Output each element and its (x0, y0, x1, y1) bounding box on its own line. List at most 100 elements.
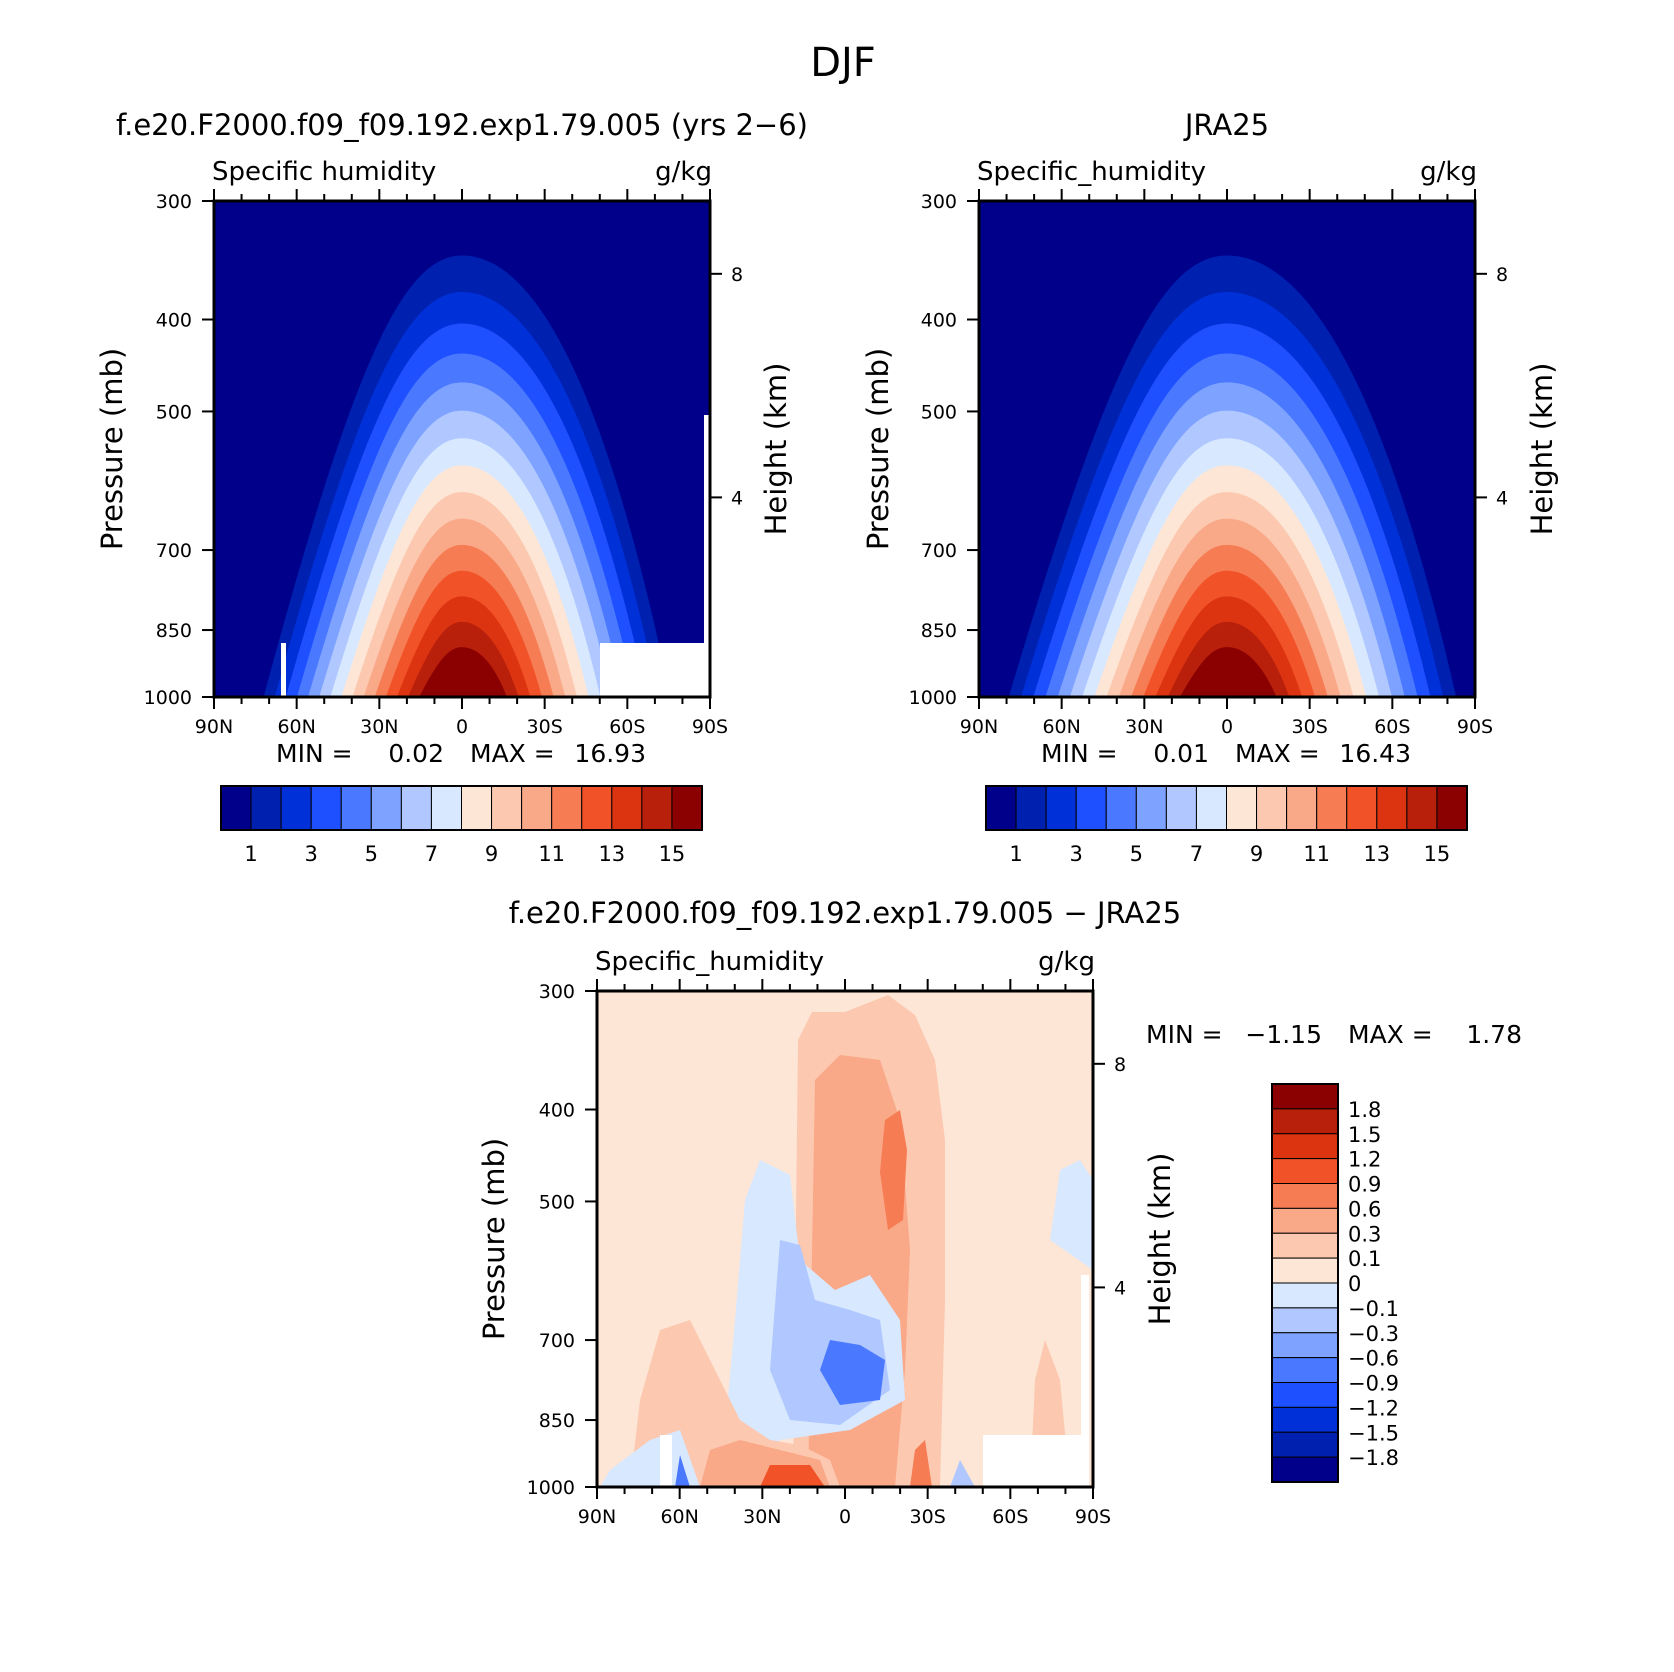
obs-axes: 90N 60N 30N 0 30S 60S 90S 300 400 500 700 850 1000 8 4 (909, 189, 1508, 738)
diff-missing-data (660, 1275, 1089, 1487)
colorbar-box (1165, 785, 1197, 831)
colorbar-box (1075, 785, 1107, 831)
x-tick-label: 30N (1125, 716, 1163, 738)
colorbar-box (1271, 1406, 1339, 1433)
y-tick-label: 1000 (527, 1477, 575, 1499)
colorbar-box (1271, 1083, 1339, 1110)
colorbar-box (1135, 785, 1167, 831)
obs-contour-field (979, 201, 1475, 697)
colorbar-label: 3 (1070, 842, 1083, 866)
colorbar-box (1406, 785, 1438, 831)
x-tick-label: 0 (1221, 716, 1233, 738)
colorbar-box (1271, 1357, 1339, 1383)
colorbar-box (370, 785, 402, 831)
colorbar-box (1271, 1207, 1339, 1234)
model-panel: f.e20.F2000.f09_f09.192.exp1.79.005 (yrs… (95, 108, 808, 866)
colorbar-label: −0.6 (1348, 1347, 1399, 1371)
y-tick-label: 700 (921, 540, 957, 562)
obs-panel: JRA25 Specific_humidity g/kg 90N 60N 30N 0 3… (861, 108, 1559, 866)
missing-data-region (281, 643, 286, 697)
model-y-axis-label: Pressure (mb) (95, 348, 129, 550)
negative-band (600, 1430, 700, 1487)
obs-right-axis-label: Height (km) (1525, 363, 1559, 536)
colorbar-label: −0.9 (1348, 1372, 1399, 1396)
colorbar-box (1271, 1232, 1339, 1259)
colorbar-box (1271, 1282, 1339, 1309)
x-tick-label: 60S (609, 716, 645, 738)
colorbar-label: 13 (598, 842, 625, 866)
right-tick-label: 8 (1496, 264, 1508, 286)
colorbar-box (461, 785, 493, 831)
y-tick-label: 1000 (144, 687, 192, 709)
colorbar-box (1271, 1332, 1339, 1359)
colorbar-label: 0 (1348, 1272, 1361, 1296)
diff-contour-field (597, 991, 1093, 1487)
x-tick-label: 60N (660, 1506, 698, 1528)
colorbar-box (340, 785, 372, 831)
model-variable-label: Specific humidity (212, 157, 436, 187)
colorbar-box (1286, 785, 1318, 831)
x-tick-label: 60S (1374, 716, 1410, 738)
y-tick-label: 300 (921, 191, 957, 213)
y-tick-label: 1000 (909, 687, 957, 709)
contour-band (1179, 647, 1277, 697)
colorbar-box (1271, 1456, 1339, 1483)
y-tick-label: 700 (156, 540, 192, 562)
colorbar-box (280, 785, 312, 831)
colorbar-label: 0.1 (1348, 1247, 1381, 1271)
obs-max-value: 16.43 (1339, 739, 1411, 768)
colorbar-label: 9 (485, 842, 498, 866)
right-tick-label: 4 (1496, 487, 1508, 509)
colorbar-box (1226, 785, 1258, 831)
colorbar-box (491, 785, 523, 831)
colorbar-box (1045, 785, 1077, 831)
right-tick-label: 8 (1114, 1054, 1126, 1076)
colorbar-frame (985, 785, 1468, 831)
y-tick-label: 400 (539, 1100, 575, 1122)
x-tick-label: 30N (360, 716, 398, 738)
x-tick-label: 30S (910, 1506, 946, 1528)
y-tick-label: 500 (921, 401, 957, 423)
diff-axes: 90N 60N 30N 0 30S 60S 90S 300 400 500 700 850 1000 8 4 (527, 979, 1126, 1528)
obs-variable-label: Specific_humidity (977, 157, 1206, 187)
diff-variable-label: Specific_humidity (595, 947, 824, 977)
colorbar-box (551, 785, 583, 831)
obs-max-label: MAX = (1235, 739, 1320, 768)
x-tick-label: 90S (1075, 1506, 1111, 1528)
x-tick-label: 30S (1292, 716, 1328, 738)
colorbar-box (1195, 785, 1227, 831)
colorbar-label: 5 (365, 842, 378, 866)
diff-min-value: −1.15 (1245, 1020, 1322, 1049)
colorbar-label: −1.2 (1348, 1396, 1399, 1420)
colorbar-box (1256, 785, 1288, 831)
figure-title: DJF (810, 40, 876, 86)
colorbar-box (671, 785, 703, 831)
colorbar-label: −1.5 (1348, 1421, 1399, 1445)
colorbar-box (1271, 1307, 1339, 1334)
model-panel-title: f.e20.F2000.f09_f09.192.exp1.79.005 (yrs… (116, 108, 808, 142)
y-tick-label: 500 (156, 401, 192, 423)
diff-min-label: MIN = (1146, 1020, 1223, 1049)
diff-panel: f.e20.F2000.f09_f09.192.exp1.79.005 − JR… (477, 896, 1522, 1528)
model-contour-field (214, 201, 710, 697)
colorbar-box (1015, 785, 1047, 831)
x-tick-label: 30S (527, 716, 563, 738)
diff-panel-title: f.e20.F2000.f09_f09.192.exp1.79.005 − JR… (509, 896, 1182, 930)
missing-data-region (660, 1435, 672, 1487)
colorbar-label: 0.3 (1348, 1222, 1381, 1246)
negative-band (950, 1460, 975, 1487)
positive-band (910, 1440, 932, 1487)
missing-data-region (704, 415, 710, 697)
colorbar-label: 1.5 (1348, 1123, 1381, 1147)
right-tick-label: 4 (1114, 1277, 1126, 1299)
colorbar-label: 7 (425, 842, 438, 866)
obs-units-label: g/kg (1420, 157, 1477, 187)
diff-right-axis-label: Height (km) (1143, 1153, 1177, 1326)
colorbar-box (1271, 1133, 1339, 1160)
colorbar-label: −0.1 (1348, 1297, 1399, 1321)
colorbar-box (521, 785, 553, 831)
y-tick-label: 850 (156, 620, 192, 642)
colorbar-box (1376, 785, 1408, 831)
colorbar-box (1346, 785, 1378, 831)
y-tick-label: 400 (156, 310, 192, 332)
